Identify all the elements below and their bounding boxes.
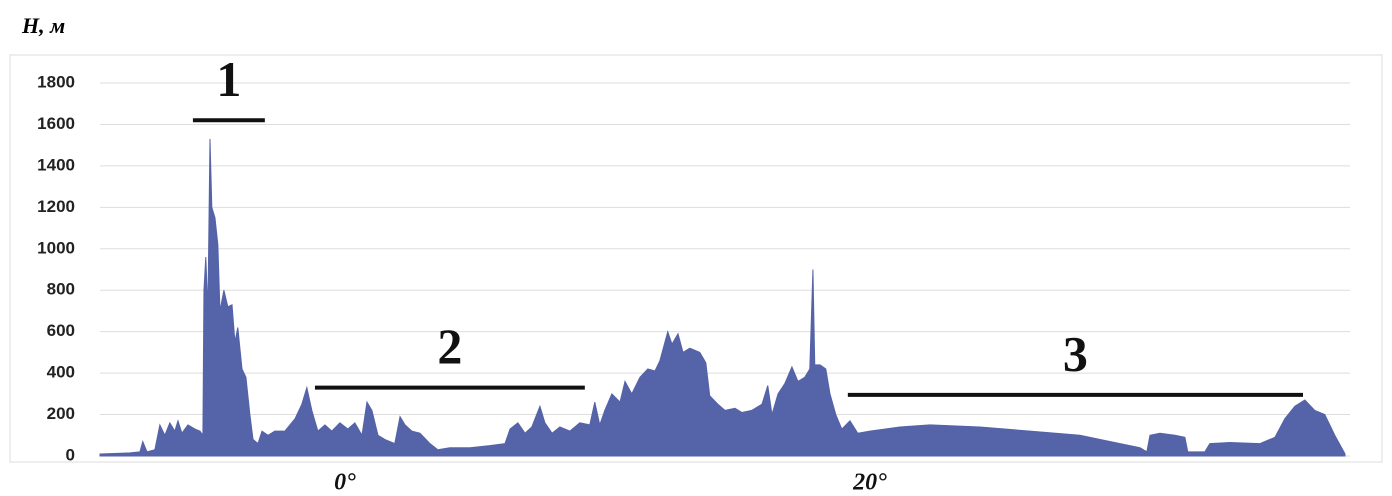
y-tick-label: 400: [47, 363, 75, 382]
y-tick-label: 1800: [37, 72, 75, 91]
y-tick-label: 800: [47, 280, 75, 299]
y-tick-label: 200: [47, 404, 75, 423]
y-tick-label: 1600: [37, 114, 75, 133]
y-tick-label: 1000: [37, 238, 75, 257]
range-label: 1: [216, 51, 241, 107]
plot-frame: [9, 54, 1383, 463]
range-label: 2: [437, 318, 462, 374]
y-tick-label: 1400: [37, 155, 75, 174]
y-axis-label: H, м: [21, 13, 65, 38]
range-label: 3: [1063, 325, 1088, 381]
y-tick-label: 1200: [37, 197, 75, 216]
x-tick-label: 0°: [334, 470, 356, 496]
y-tick-label: 0: [66, 445, 75, 464]
x-tick-label: 20°: [852, 470, 887, 496]
elevation-area: [99, 138, 1346, 457]
y-tick-label: 600: [47, 321, 75, 340]
